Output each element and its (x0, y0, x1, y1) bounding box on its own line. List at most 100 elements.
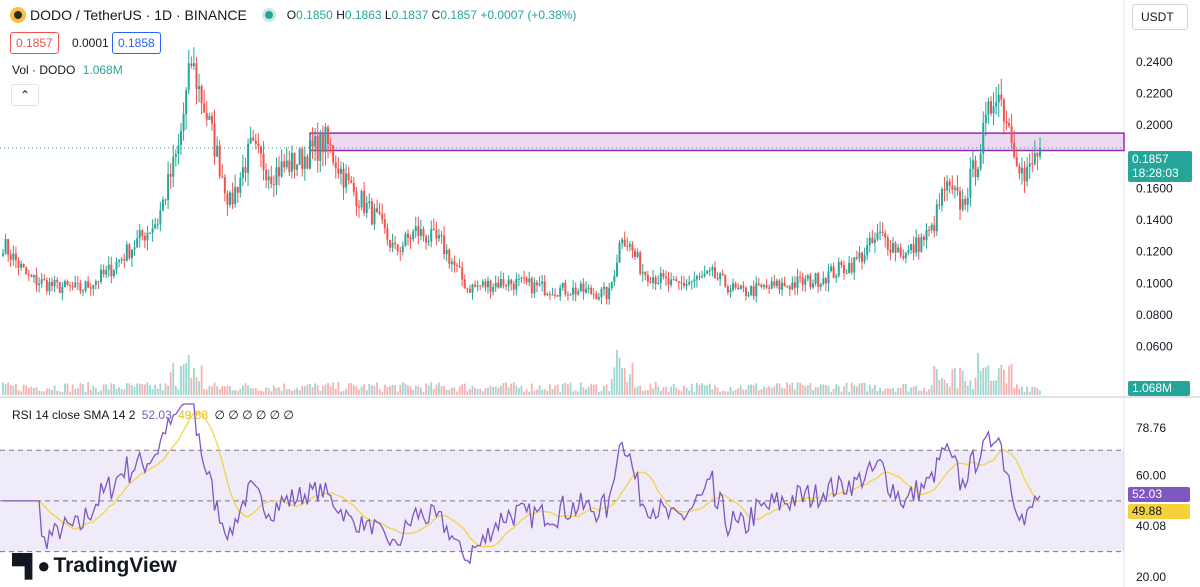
candle-body (48, 281, 51, 292)
candle-body (930, 224, 933, 231)
candle-body (716, 278, 719, 280)
candle-body (471, 284, 474, 293)
volume-bar (886, 388, 889, 395)
volume-bar (953, 368, 956, 395)
volume-bar (992, 380, 995, 395)
volume-bar (334, 389, 337, 395)
tradingview-watermark[interactable]: ▀▌● TradingView (12, 553, 177, 579)
candle-body (538, 283, 541, 286)
volume-bar (177, 389, 180, 395)
candle-body (391, 242, 394, 248)
candle-body (1010, 125, 1013, 143)
candle-body (458, 265, 461, 268)
candle-body (66, 281, 69, 286)
volume-legend: Vol · DODO 1.068M (12, 63, 123, 77)
candle-body (133, 247, 136, 250)
candle-body (337, 168, 340, 174)
candle-body (94, 281, 97, 285)
volume-bar (884, 388, 887, 395)
symbol-title[interactable]: DODO / TetherUS · 1D · BINANCE (30, 7, 247, 23)
volume-bar (154, 384, 157, 395)
volume-bar (296, 387, 298, 395)
candle-body (195, 63, 198, 90)
volume-bar (840, 391, 843, 395)
candle-body (159, 210, 162, 224)
volume-bar (146, 382, 149, 395)
volume-bar (1033, 387, 1036, 395)
volume-bar (853, 385, 856, 395)
volume-bar (329, 386, 332, 395)
candle-body (360, 191, 363, 208)
candle-body (27, 274, 30, 276)
volume-bar (848, 391, 851, 395)
volume-bar (278, 387, 280, 395)
volume-bar (899, 387, 902, 395)
candle-body (814, 273, 817, 284)
volume-bar (515, 385, 518, 395)
candle-body (590, 287, 593, 294)
candle-body (419, 228, 422, 236)
volume-bar (541, 389, 544, 395)
volume-bar (726, 391, 729, 395)
candle-body (38, 283, 41, 286)
volume-bar (928, 389, 930, 395)
volume-bar (786, 382, 789, 395)
candle-body (1013, 142, 1016, 157)
candle-body (56, 279, 59, 283)
buy-price-button[interactable]: 0.1858 (112, 32, 161, 54)
volume-bar (794, 389, 796, 395)
candle-body (141, 230, 144, 236)
candle-body (1018, 166, 1021, 174)
candle-body (861, 252, 864, 262)
candle-body (249, 137, 252, 144)
candle-body (164, 199, 167, 201)
candle-body (912, 244, 915, 253)
volume-bar (770, 387, 773, 395)
candle-body (801, 277, 804, 285)
volume-bar (639, 385, 642, 395)
candle-body (386, 228, 389, 240)
volume-bar (200, 365, 203, 395)
candle-body (922, 236, 925, 241)
volume-bar (407, 385, 409, 395)
volume-bar (185, 363, 188, 395)
volume-bar (608, 391, 611, 395)
candle-body (515, 279, 518, 290)
volume-bar (466, 391, 469, 395)
volume-bar (822, 384, 825, 395)
candle-body (796, 276, 799, 288)
volume-bar (644, 390, 647, 395)
volume-bar (149, 385, 151, 395)
candle-body (236, 187, 239, 193)
volume-bar (817, 387, 820, 395)
candle-body (938, 204, 941, 206)
last-price-tag: 0.1857 18:28:03 (1128, 151, 1192, 182)
candle-body (685, 284, 688, 286)
price-tick-label: 0.1000 (1136, 276, 1173, 290)
candle-body (174, 153, 177, 157)
candle-body (884, 233, 887, 238)
candle-body (185, 90, 188, 114)
candle-body (959, 191, 962, 210)
candle-body (1008, 123, 1011, 126)
candle-body (971, 160, 974, 169)
volume-bar (917, 390, 920, 395)
volume-bar (572, 391, 574, 395)
volume-bar (757, 390, 760, 395)
candle-body (554, 294, 557, 296)
candle-body (216, 145, 219, 157)
volume-bar (260, 390, 262, 395)
volume-bar (680, 391, 683, 395)
currency-select[interactable]: USDT (1132, 4, 1188, 30)
collapse-legend-button[interactable]: ⌃ (11, 84, 39, 106)
sell-price-button[interactable]: 0.1857 (10, 32, 59, 54)
candle-body (22, 263, 25, 268)
volume-bar (721, 390, 724, 395)
candle-body (84, 281, 87, 291)
candle-body (603, 286, 606, 289)
open-label: O (286, 8, 297, 22)
volume-bar (396, 391, 399, 395)
volume-bar (564, 382, 567, 395)
candle-body (492, 286, 495, 292)
